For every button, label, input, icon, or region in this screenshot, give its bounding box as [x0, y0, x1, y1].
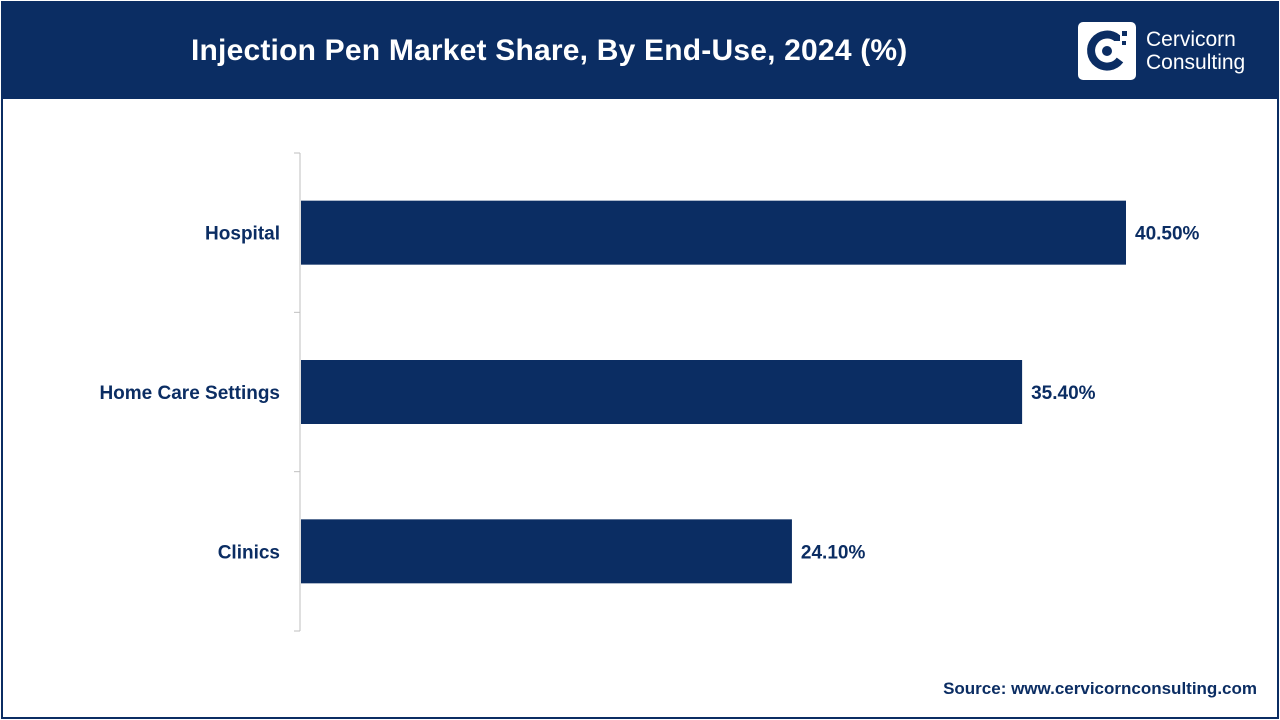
category-label: Clinics	[218, 542, 280, 563]
header-bar: Injection Pen Market Share, By End-Use, …	[3, 3, 1277, 99]
data-label: 35.40%	[1031, 383, 1096, 404]
category-label: Home Care Settings	[99, 383, 280, 404]
logo-line-1: Cervicorn	[1146, 28, 1236, 51]
brand-logo: Cervicorn Consulting	[1078, 22, 1258, 82]
bar-hospital	[301, 200, 1126, 265]
data-label: 24.10%	[801, 542, 866, 563]
logo-line-2: Consulting	[1146, 51, 1246, 74]
logo-text: Cervicorn Consulting	[1146, 28, 1245, 74]
bar-home-care-settings	[301, 360, 1023, 424]
cervicorn-logo-icon	[1078, 22, 1136, 80]
source-note: Source: www.cervicornconsulting.com	[943, 679, 1257, 698]
category-label: Hospital	[205, 224, 280, 245]
bar-chart: Hospital 40.50% Home Care Settings 35.40% Cl…	[99, 152, 1200, 632]
chart-title: Injection Pen Market Share, By End-Use, …	[191, 34, 908, 67]
data-label: 40.50%	[1135, 224, 1200, 245]
bar-clinics	[301, 519, 792, 584]
